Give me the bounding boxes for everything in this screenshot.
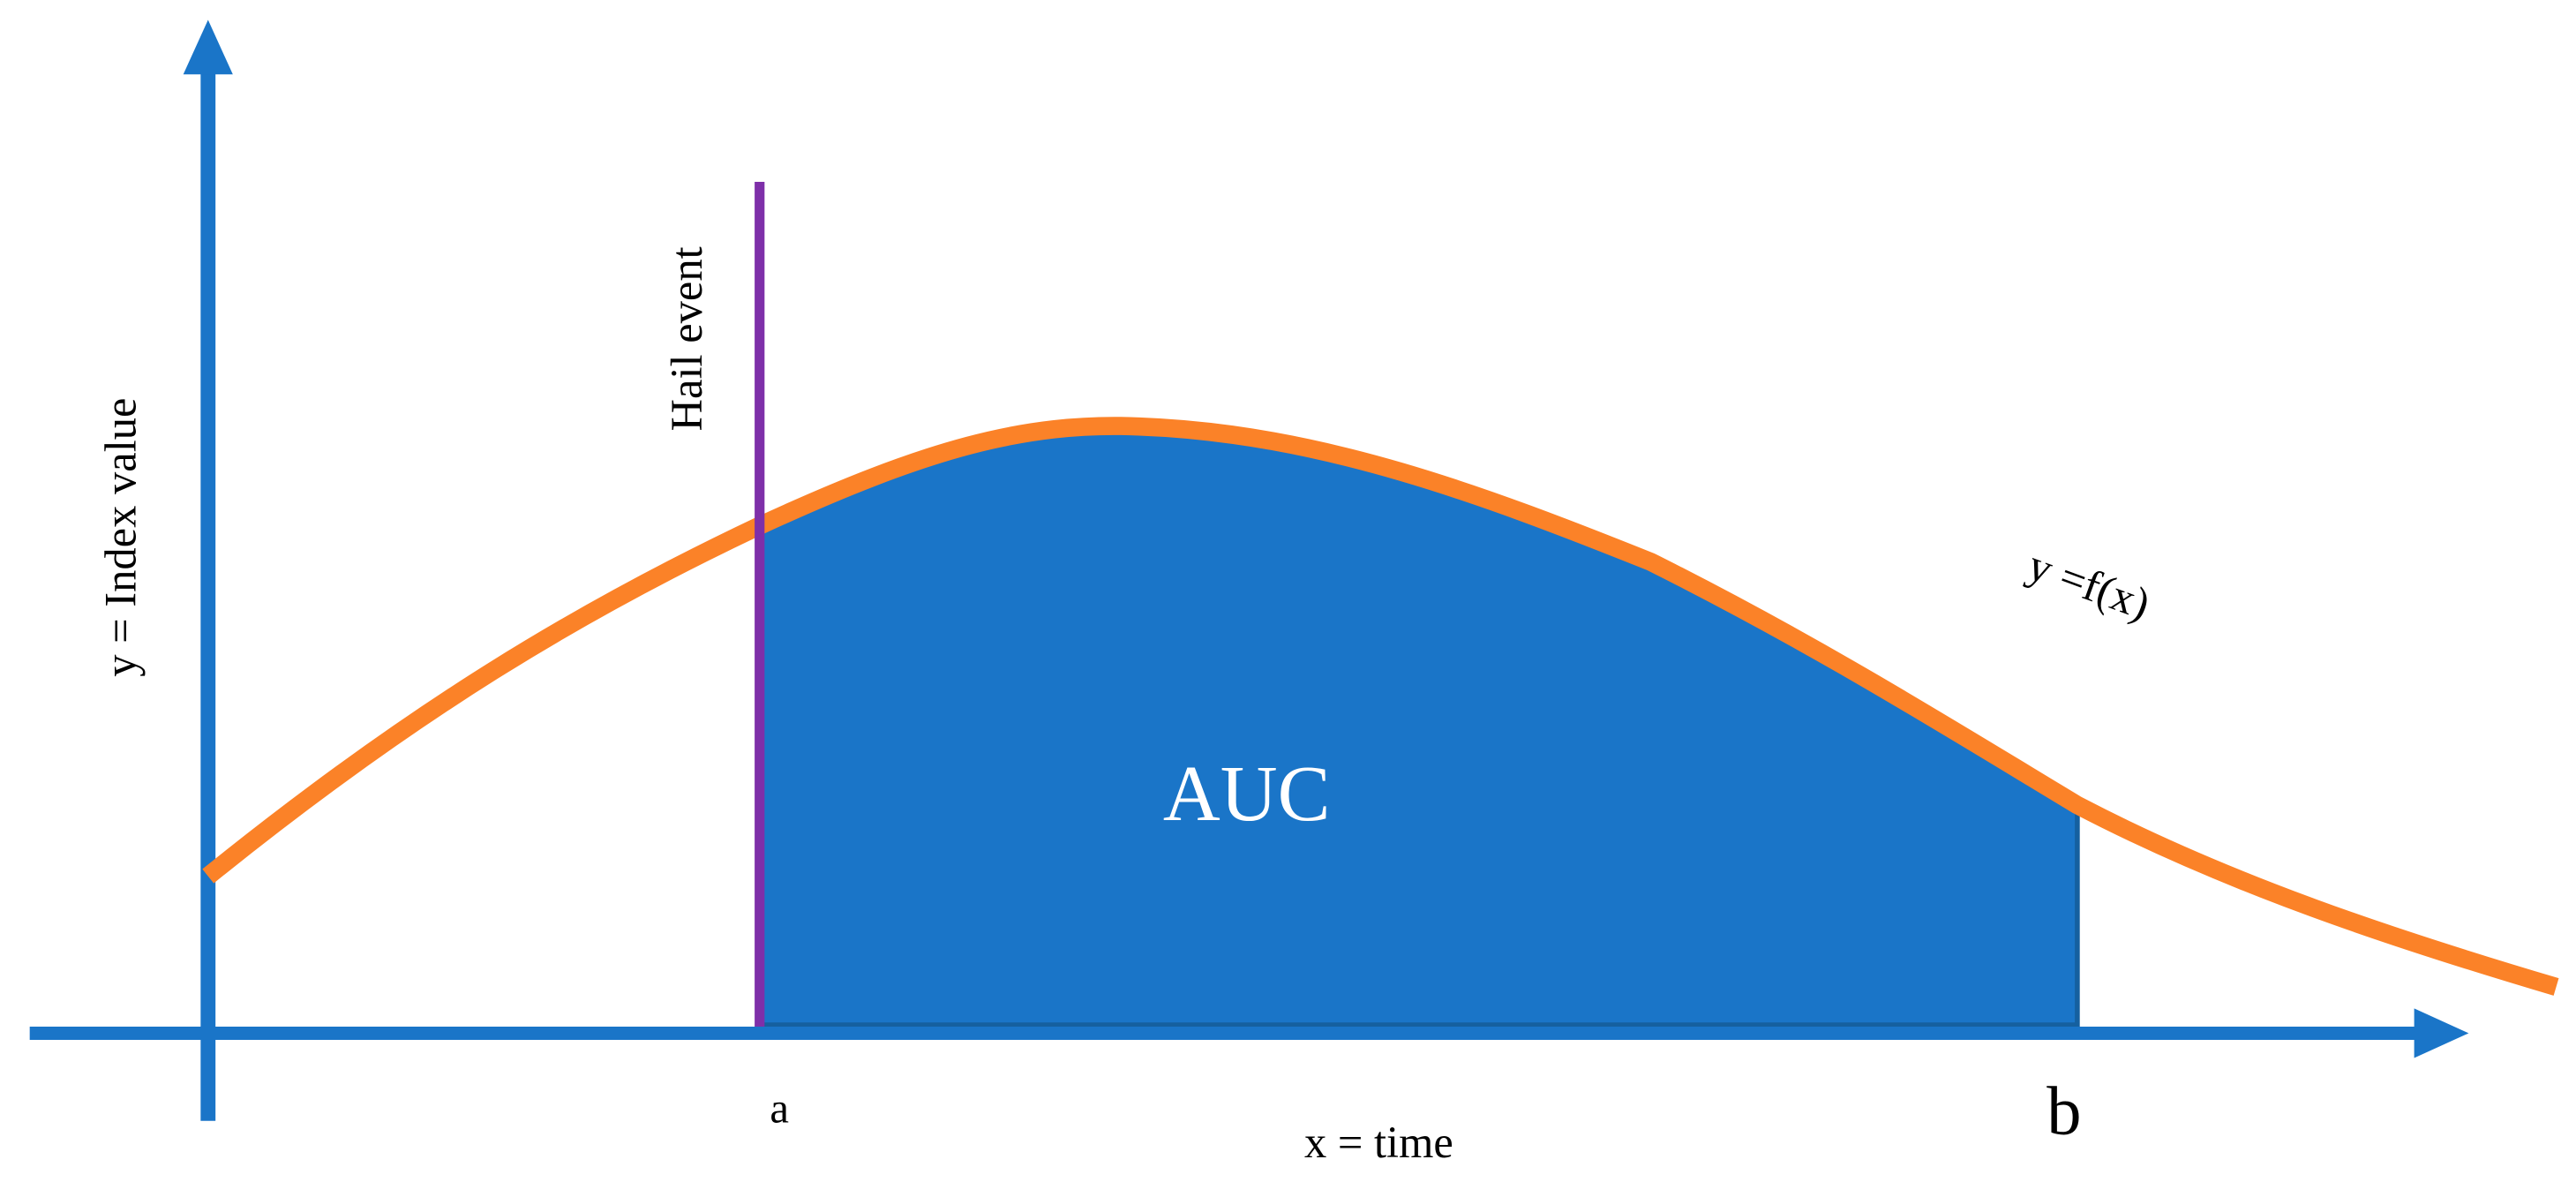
event-label: Hail event [662, 246, 711, 431]
bound-a: a [770, 1085, 789, 1133]
curve-label: y =f(x) [2022, 539, 2157, 629]
auc-area [756, 423, 2080, 1028]
curve [202, 417, 2559, 996]
y-axis-label: y = Index value [95, 397, 145, 676]
x-axis-label: x = time [1304, 1118, 1453, 1167]
x-axis-arrow [2414, 1008, 2469, 1058]
y-axis-arrow [183, 19, 233, 75]
auc-label: AUC [1163, 750, 1331, 838]
bound-b: b [2047, 1073, 2081, 1150]
